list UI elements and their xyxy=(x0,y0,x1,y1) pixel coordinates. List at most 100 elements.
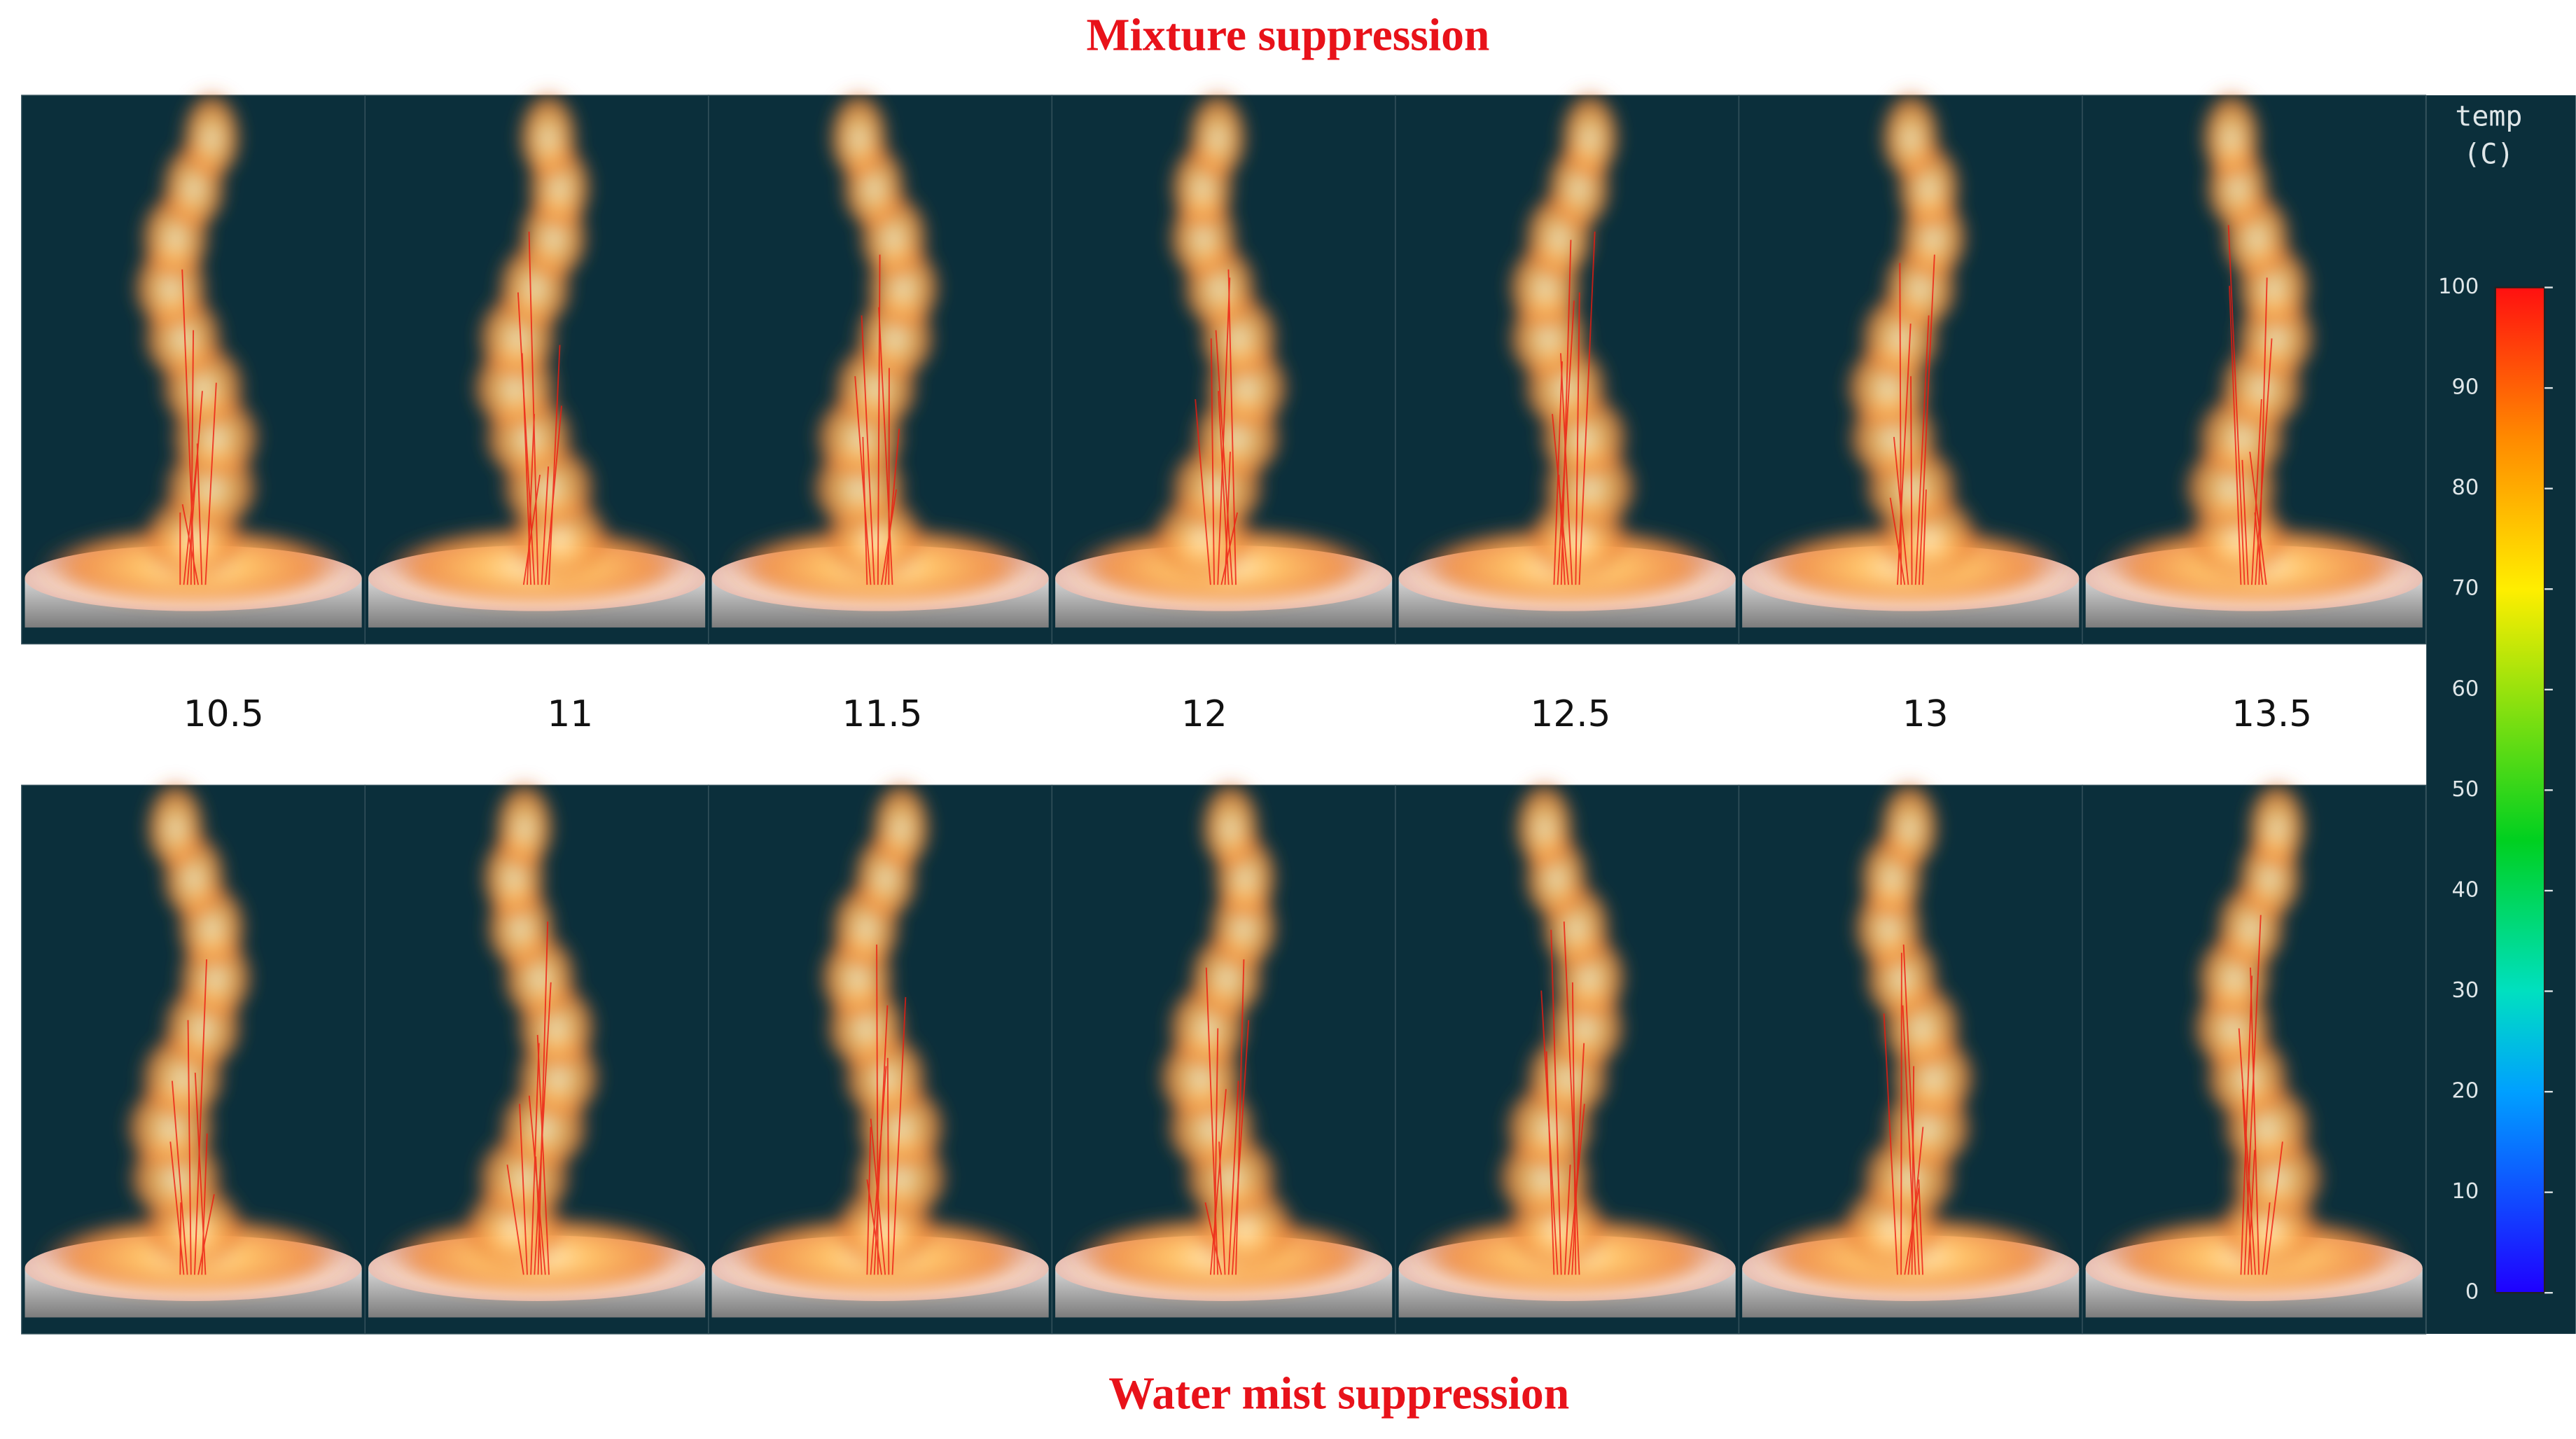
flame-puff xyxy=(1558,79,1622,179)
spray-line xyxy=(866,1127,872,1275)
spray-line xyxy=(878,307,893,585)
spray-line xyxy=(1571,1043,1585,1275)
time-label: 13.5 xyxy=(2232,693,2312,735)
spray-line xyxy=(1897,324,1912,585)
simulation-panel xyxy=(21,79,366,645)
colorbar-tick-label: 20 xyxy=(2451,1079,2479,1104)
colorbar-tick-label: 30 xyxy=(2451,978,2479,1003)
flame-puff xyxy=(827,79,891,179)
spray xyxy=(1540,922,1585,1275)
simulation-panel xyxy=(21,769,366,1335)
time-label: 11.5 xyxy=(842,693,923,735)
spray-line xyxy=(1231,1020,1250,1275)
spray-line xyxy=(2262,1202,2271,1275)
colorbar-tick-label: 70 xyxy=(2451,576,2479,601)
flame-puff xyxy=(1185,79,1250,179)
flame-puff xyxy=(2245,769,2309,868)
spray-line xyxy=(884,429,900,585)
flame-puff xyxy=(1199,769,1262,868)
spray xyxy=(2227,225,2273,585)
colorbar-title: temp xyxy=(2455,100,2522,132)
simulation-panel xyxy=(1738,79,2083,645)
spray-line xyxy=(1227,269,1237,585)
flame xyxy=(38,769,349,1291)
spray-line xyxy=(1227,1080,1239,1275)
spray-line xyxy=(190,330,195,585)
spray xyxy=(866,944,907,1275)
spray-line xyxy=(2249,452,2267,585)
spray xyxy=(506,922,552,1275)
spray-line xyxy=(187,1020,192,1275)
spray-line xyxy=(1209,1089,1227,1275)
spray-line xyxy=(194,1072,207,1275)
flame-puff xyxy=(1878,769,1942,868)
spray-line xyxy=(548,345,561,585)
simulation-panel xyxy=(1395,769,1740,1335)
colorbar-tick-label: 80 xyxy=(2451,475,2479,500)
colorbar-tick-label: 10 xyxy=(2451,1179,2479,1204)
spray-line xyxy=(2241,459,2249,585)
spray-line xyxy=(876,944,879,1275)
colorbar-tick-label: 50 xyxy=(2451,777,2479,802)
spray xyxy=(179,269,217,585)
simulation-panel xyxy=(1395,79,1740,645)
colorbar-tick-label: 100 xyxy=(2438,274,2479,299)
spray-line xyxy=(2243,915,2262,1275)
spray-line xyxy=(2227,225,2246,585)
spray-line xyxy=(204,382,217,585)
spray-line xyxy=(2254,512,2264,585)
spray-line xyxy=(2250,967,2260,1275)
spray-line xyxy=(201,1133,208,1275)
spray-line xyxy=(891,996,907,1275)
spray-line xyxy=(1910,376,1913,585)
spray-line xyxy=(1575,292,1580,585)
spray-line xyxy=(527,414,535,585)
spray-line xyxy=(854,376,872,585)
spray-line xyxy=(1902,1005,1916,1275)
simulation-panel xyxy=(1051,769,1396,1335)
bottom-title: Water mist suppression xyxy=(1108,1368,1569,1419)
flame-puff xyxy=(1879,79,1943,179)
spray-line xyxy=(2265,1141,2283,1275)
spray-line xyxy=(181,269,195,585)
spray-line xyxy=(1210,338,1215,585)
spray-line xyxy=(1883,1013,1898,1275)
spray-line xyxy=(1899,263,1902,585)
spray-line xyxy=(1563,922,1580,1275)
spray-line xyxy=(1552,414,1569,585)
spray xyxy=(1889,254,1935,585)
simulation-panel xyxy=(364,79,709,645)
spray-line xyxy=(1215,330,1233,585)
spray-line xyxy=(1560,353,1573,585)
spray-line xyxy=(528,231,539,585)
flame-puff xyxy=(144,769,207,868)
flame-puff xyxy=(492,769,557,868)
spray-line xyxy=(1205,967,1219,1275)
spray-line xyxy=(1918,1179,1924,1275)
spray-line xyxy=(171,1080,188,1275)
flame-puff xyxy=(1512,769,1576,868)
spray-line xyxy=(1893,436,1909,585)
flame xyxy=(725,79,1036,602)
flame xyxy=(1412,769,1722,1291)
panels xyxy=(21,79,2427,1335)
top-title: Mixture suppression xyxy=(1087,9,1490,60)
spray-line xyxy=(870,1066,887,1275)
time-label: 11 xyxy=(548,693,594,735)
spray-line xyxy=(1213,1028,1219,1275)
spray-line xyxy=(196,443,203,585)
spray xyxy=(854,254,900,585)
simulation-panel xyxy=(1738,769,2083,1335)
spray-line xyxy=(2241,1089,2253,1275)
spray-line xyxy=(536,1034,550,1275)
time-label: 10.5 xyxy=(183,693,264,735)
spray-line xyxy=(2251,399,2262,585)
colorbar-tick-label: 0 xyxy=(2465,1280,2479,1305)
colorbar-tick-label: 90 xyxy=(2451,375,2479,400)
spray-line xyxy=(1204,1202,1223,1275)
spray-line xyxy=(1545,1051,1555,1275)
spray-line xyxy=(1235,959,1245,1275)
flame-puff xyxy=(517,79,580,179)
spray-line xyxy=(1914,315,1930,585)
spray-line xyxy=(1218,391,1230,585)
